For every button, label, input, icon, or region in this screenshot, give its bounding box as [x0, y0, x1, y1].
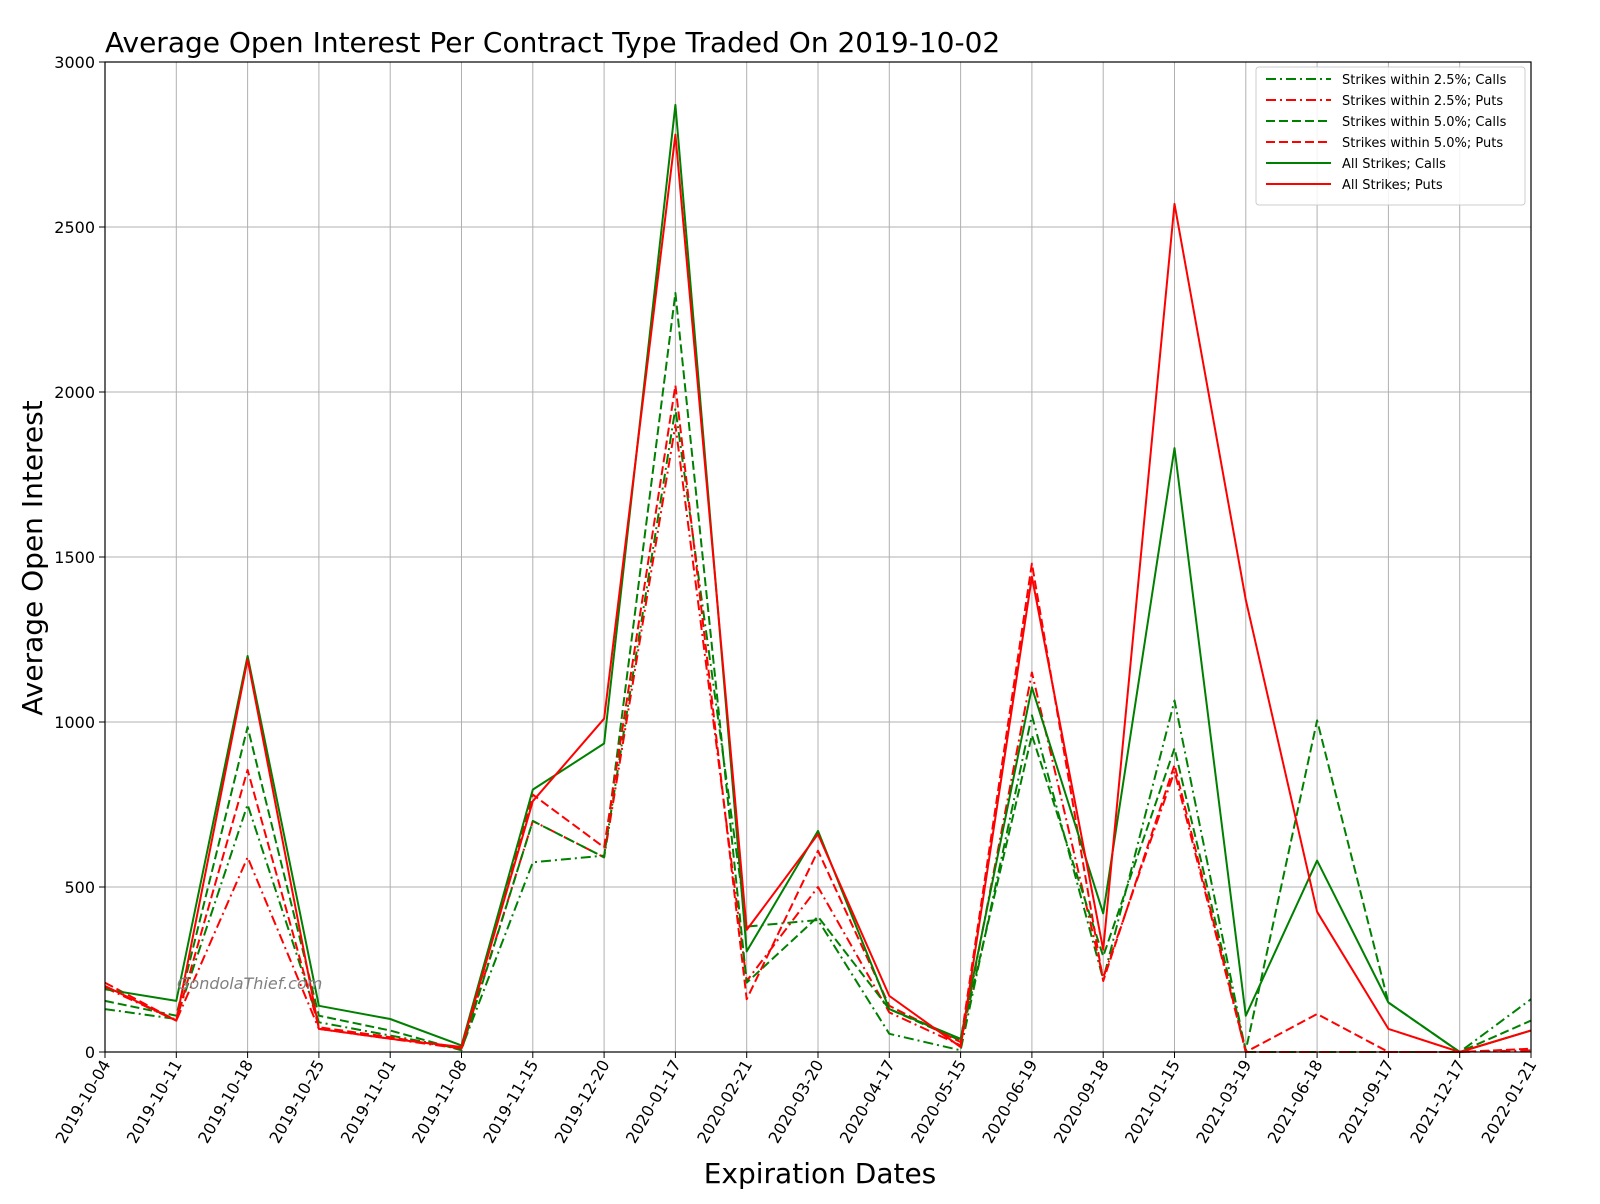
series-line-4 [104, 384, 1532, 1053]
y-axis-label: Average Open Interest [16, 400, 49, 715]
series-line-6 [104, 133, 1532, 1053]
y-tick-label: 2500 [54, 218, 95, 237]
series-line-3 [104, 292, 1532, 1053]
legend-box [1255, 66, 1526, 206]
grid [104, 61, 1532, 1053]
legend: Strikes within 2.5%; Calls Strikes within… [1255, 66, 1526, 206]
y-tick-label: 3000 [54, 53, 95, 72]
series-line-5 [104, 103, 1532, 1053]
legend-label: All Strikes; Puts [1342, 178, 1443, 193]
y-tick-label: 2000 [54, 383, 95, 402]
x-axis-label: Expiration Dates [704, 1157, 937, 1190]
y-tick-label: 0 [85, 1043, 95, 1062]
legend-label: All Strikes; Calls [1342, 157, 1446, 172]
y-tick-label: 1500 [54, 548, 95, 567]
y-tick-label: 1000 [54, 713, 95, 732]
legend-label: Strikes within 2.5%; Puts [1342, 94, 1503, 109]
watermark: GondolaThief.com [177, 974, 322, 993]
legend-label: Strikes within 2.5%; Calls [1342, 73, 1507, 88]
chart-title: Average Open Interest Per Contract Type … [105, 26, 1000, 59]
legend-label: Strikes within 5.0%; Calls [1342, 115, 1507, 130]
y-tick-label: 500 [64, 878, 95, 897]
legend-label: Strikes within 5.0%; Puts [1342, 136, 1503, 151]
